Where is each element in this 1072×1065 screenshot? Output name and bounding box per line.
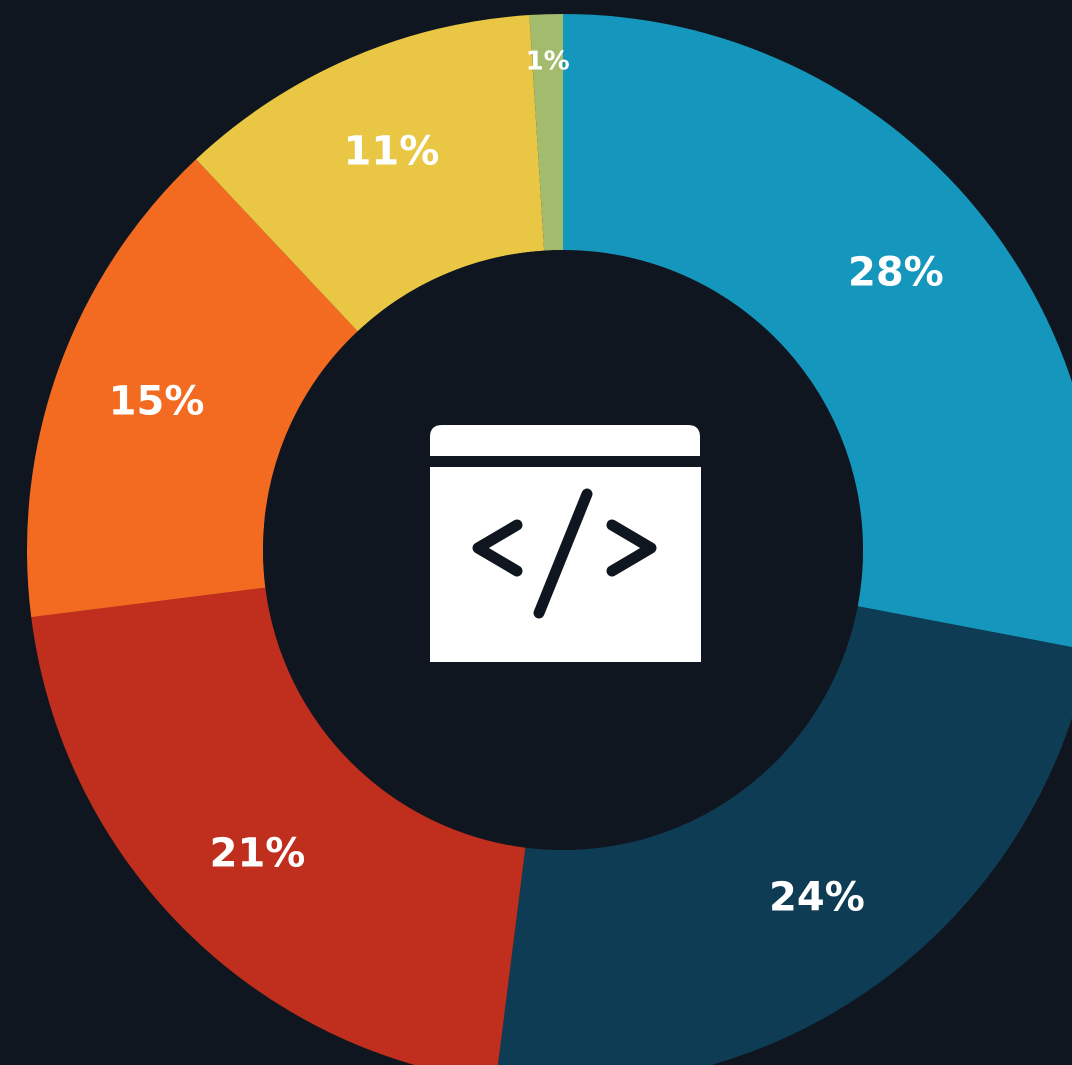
slice-label: 1% [526, 47, 570, 77]
slice-label: 15% [109, 379, 205, 425]
icon-window [430, 467, 701, 662]
icon-bracket-left [472, 519, 523, 577]
icon-bracket-right [606, 519, 657, 577]
slice-label: 21% [210, 830, 306, 876]
icon-slash [533, 488, 593, 619]
slice [27, 159, 358, 618]
code-icon [430, 425, 701, 662]
slice-label: 11% [344, 129, 440, 175]
slice-label: 28% [848, 250, 944, 296]
slices [27, 14, 1072, 1065]
labels: 28% 24% 21% 15% 11% 1% [109, 47, 944, 921]
slice [563, 14, 1072, 648]
slice [497, 606, 1072, 1065]
icon-titlebar [430, 425, 700, 456]
slice [196, 15, 545, 332]
slice-label: 24% [769, 874, 865, 920]
slice [31, 587, 526, 1065]
slice [529, 14, 563, 251]
